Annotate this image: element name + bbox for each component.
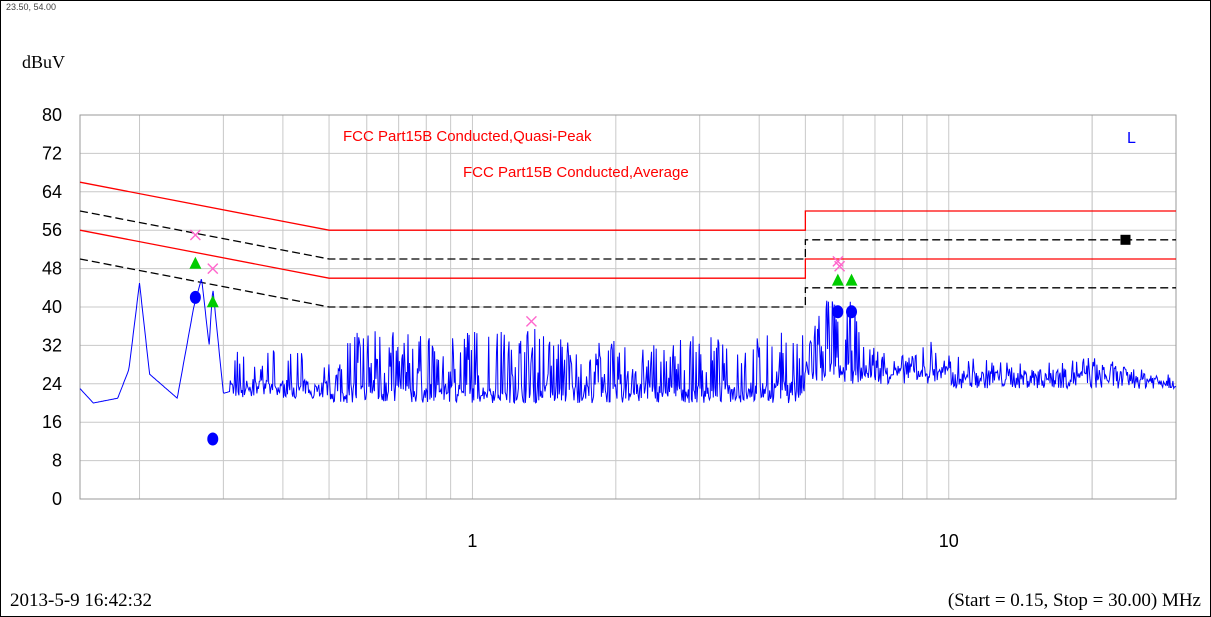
avg-marker	[845, 273, 858, 286]
y-tick-label: 32	[42, 335, 62, 355]
measurement-dot	[832, 305, 844, 319]
x-tick-label: 10	[939, 531, 959, 551]
measurement-dot	[846, 305, 858, 319]
qp-marker	[834, 260, 846, 272]
coordinate-readout: 23.50, 54.00	[6, 2, 57, 12]
y-tick-label: 80	[42, 105, 62, 125]
measurement-trace	[79, 278, 1177, 405]
measurement-dot	[189, 290, 201, 304]
y-tick-label: 8	[52, 451, 62, 471]
avg-marker	[206, 295, 219, 308]
limit-line	[79, 229, 1176, 279]
qp-limit-label: FCC Part15B Conducted,Quasi-Peak	[343, 128, 592, 145]
y-tick-label: 24	[42, 374, 62, 394]
y-tick-label: 56	[42, 220, 62, 240]
qp-marker	[189, 229, 201, 241]
y-tick-label: 0	[52, 489, 62, 509]
avg-marker	[831, 273, 844, 286]
y-axis-label: dBuV	[22, 52, 66, 72]
avg-limit-label: FCC Part15B Conducted,Average	[463, 164, 689, 181]
qp-marker	[207, 263, 219, 275]
y-tick-label: 16	[42, 412, 62, 432]
margin-line	[79, 258, 1176, 308]
qp-marker	[525, 315, 537, 327]
y-tick-label: 64	[42, 182, 62, 202]
y-tick-label: 72	[42, 143, 62, 163]
y-tick-label: 48	[42, 259, 62, 279]
margin-line	[79, 210, 1176, 260]
avg-marker	[189, 256, 202, 269]
corner-marker-label: L	[1127, 130, 1136, 147]
y-tick-label: 40	[42, 297, 62, 317]
measurement-dot	[207, 432, 219, 446]
x-tick-label: 1	[467, 531, 477, 551]
cursor-marker	[1120, 234, 1131, 245]
frequency-range: (Start = 0.15, Stop = 30.00) MHz	[947, 590, 1201, 611]
limit-line	[79, 181, 1176, 231]
timestamp: 2013-5-9 16:42:32	[10, 590, 152, 611]
plot-border	[79, 114, 1177, 500]
